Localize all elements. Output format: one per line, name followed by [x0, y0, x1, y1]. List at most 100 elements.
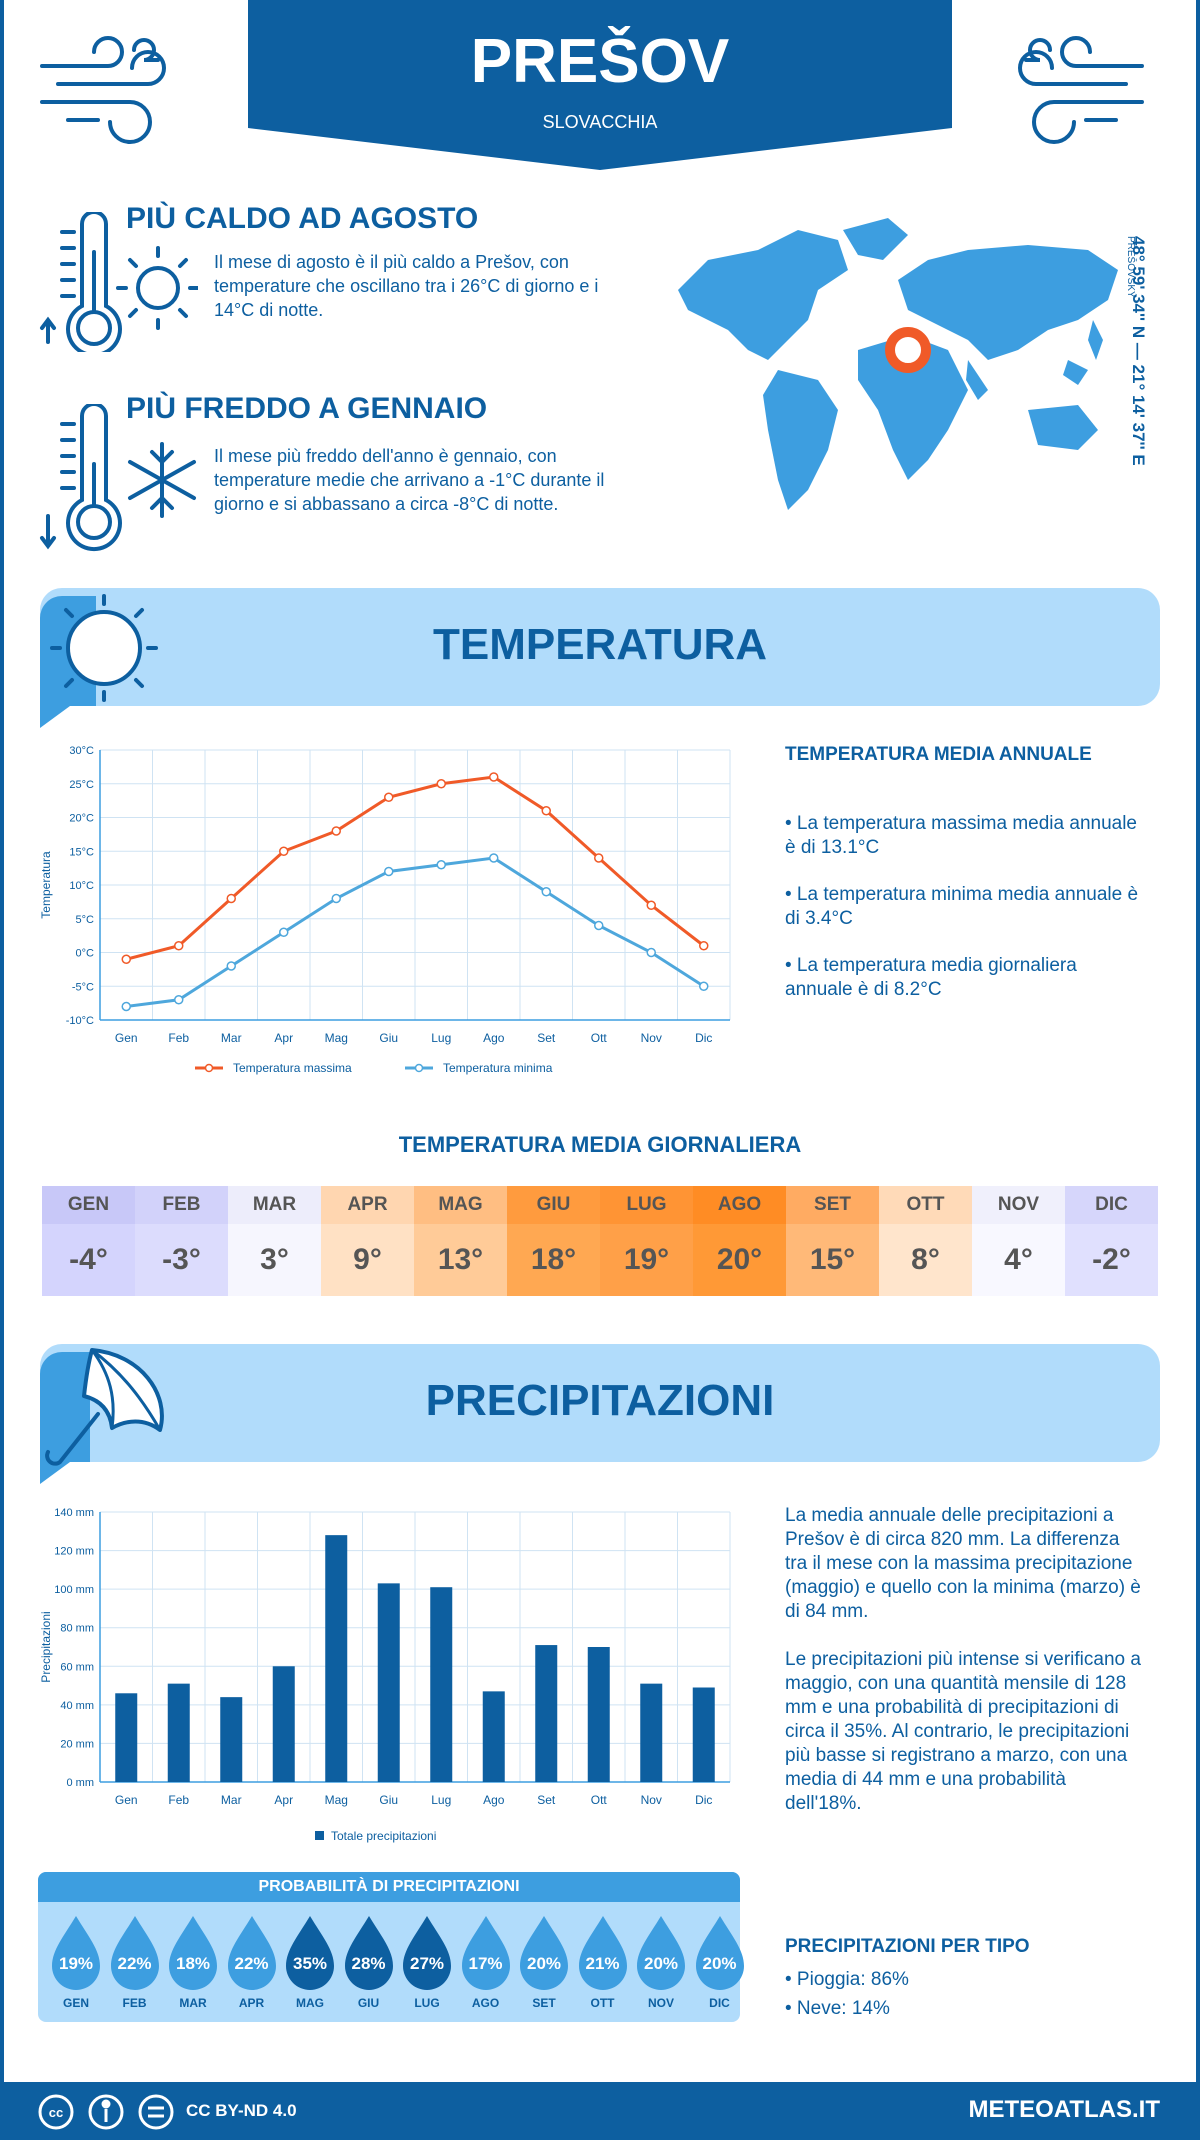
attribution-icon	[88, 2094, 124, 2130]
y-axis-label: Precipitazioni	[39, 1611, 53, 1682]
daily-temp-value: 9°	[321, 1224, 414, 1296]
y-tick-label: 25°C	[69, 779, 94, 791]
x-tick-label: Mag	[325, 1031, 348, 1045]
site-link[interactable]: METEOATLAS.IT	[968, 2096, 1160, 2123]
daily-temp-cell: GEN -4°	[42, 1186, 135, 1296]
raindrop-icon	[227, 1916, 276, 1990]
precip-drop-month: MAR	[179, 1996, 207, 2010]
precipitation-section-title: PRECIPITAZIONI	[425, 1376, 775, 1425]
x-tick-label: Ago	[483, 1793, 505, 1807]
data-point	[436, 860, 446, 870]
y-tick-label: 120 mm	[54, 1546, 94, 1558]
x-tick-label: Apr	[274, 1031, 293, 1045]
precip-drop-percent: 20%	[643, 1954, 679, 1973]
x-tick-label: Ago	[483, 1031, 505, 1045]
raindrop-icon	[461, 1916, 510, 1990]
daily-temp-value: 19°	[600, 1224, 693, 1296]
data-point	[174, 941, 184, 951]
daily-temp-month: MAR	[228, 1186, 321, 1224]
precip-bar	[430, 1587, 453, 1782]
wind-icon	[40, 36, 166, 144]
precip-drop-month: GEN	[62, 1996, 89, 2010]
data-point	[331, 893, 341, 904]
y-tick-label: 30°C	[69, 745, 94, 757]
no-derivatives-icon	[138, 2094, 174, 2130]
coldest-title: PIÙ FREDDO A GENNAIO	[126, 392, 488, 425]
x-tick-label: Lug	[431, 1031, 451, 1045]
precip-drop: 20% SET	[516, 1910, 572, 2010]
country-subtitle: SLOVACCHIA	[542, 112, 658, 132]
raindrop-icon	[403, 1916, 451, 1990]
legend-swatch	[315, 1831, 324, 1840]
coldest-text: Il mese più freddo dell'anno è gennaio, …	[214, 446, 605, 514]
daily-temp-month: SET	[786, 1186, 879, 1224]
x-tick-label: Dic	[695, 1031, 712, 1045]
precip-bar	[377, 1583, 400, 1782]
daily-temp-cell: FEB -3°	[135, 1186, 228, 1296]
daily-temp-month: DIC	[1065, 1186, 1158, 1224]
data-point	[384, 866, 394, 877]
x-tick-label: Apr	[274, 1793, 293, 1807]
data-point	[436, 779, 446, 789]
y-tick-label: 80 mm	[60, 1623, 94, 1635]
sun-icon	[40, 594, 158, 728]
precip-drop-percent: 27%	[409, 1954, 445, 1973]
daily-temp-value: 15°	[786, 1224, 879, 1296]
precip-drop-month: GIU	[357, 1996, 380, 2010]
precip-drop-month: APR	[238, 1996, 265, 2010]
x-tick-label: Set	[537, 1793, 556, 1807]
y-tick-label: 20°C	[69, 813, 94, 825]
x-tick-label: Giu	[379, 1031, 398, 1045]
series-line	[125, 775, 705, 961]
region-label: PREŠOVSKÝ	[1125, 236, 1136, 298]
x-tick-label: Set	[537, 1031, 556, 1045]
daily-temp-value: 8°	[879, 1224, 972, 1296]
annual-temp-title: TEMPERATURA MEDIA ANNUALE	[785, 744, 1092, 765]
daily-temp-value: 13°	[414, 1224, 507, 1296]
daily-temp-month: GEN	[42, 1186, 135, 1224]
y-tick-label: 40 mm	[60, 1700, 94, 1712]
data-point	[646, 947, 656, 958]
precip-probability-title: PROBABILITÀ DI PRECIPITAZIONI	[38, 1872, 740, 1902]
data-point	[541, 806, 551, 816]
precip-bar	[640, 1683, 663, 1782]
precip-drop: 28% GIU	[341, 1910, 397, 2010]
precip-bar	[587, 1647, 610, 1782]
raindrop-icon	[110, 1916, 159, 1990]
annual-temp-min: • La temperatura minima media annuale è …	[785, 884, 1139, 929]
data-point	[331, 826, 341, 836]
precip-drop-percent: 18%	[175, 1954, 211, 1973]
daily-temp-month: NOV	[972, 1186, 1065, 1224]
precip-drop-month: FEB	[122, 1996, 147, 2010]
data-point	[541, 887, 551, 897]
y-tick-label: 0°C	[76, 948, 95, 960]
daily-temp-month: APR	[321, 1186, 414, 1224]
precip-text-2: Le precipitazioni più intense si verific…	[785, 1649, 1141, 1814]
precip-bar	[115, 1693, 138, 1782]
x-tick-label: Feb	[168, 1793, 189, 1807]
precip-bar	[220, 1697, 243, 1782]
city-title: PREŠOV	[470, 27, 730, 96]
daily-temp-month: OTT	[879, 1186, 972, 1224]
daily-temp-value: -2°	[1065, 1224, 1158, 1296]
y-tick-label: 15°C	[69, 846, 94, 858]
precip-drop: 20% NOV	[633, 1910, 689, 2010]
license-icons: cc	[38, 2094, 174, 2130]
temperature-section-title: TEMPERATURA	[432, 620, 768, 669]
daily-temp-cell: SET 15°	[786, 1186, 879, 1296]
precip-drop: 19% GEN	[48, 1910, 104, 2010]
license-label: CC BY-ND 4.0	[186, 2101, 297, 2120]
precip-drop-percent: 19%	[58, 1954, 94, 1973]
precip-drop: 21% OTT	[575, 1910, 631, 2010]
raindrop-icon	[344, 1916, 393, 1990]
thermometer-cold-icon	[40, 404, 196, 551]
x-tick-label: Nov	[641, 1031, 662, 1045]
data-point	[699, 941, 709, 951]
daily-temp-cell: MAR 3°	[228, 1186, 321, 1296]
temperature-chart: -10°C -5°C 0°C 5°C 10°C 15°C 20°C 25°C 30°C Gen Fe…	[39, 745, 731, 1075]
data-point	[489, 772, 499, 782]
y-tick-label: 60 mm	[60, 1661, 94, 1673]
annual-temp-max: • La temperatura massima media annuale è…	[785, 813, 1138, 858]
x-tick-label: Lug	[431, 1793, 451, 1807]
